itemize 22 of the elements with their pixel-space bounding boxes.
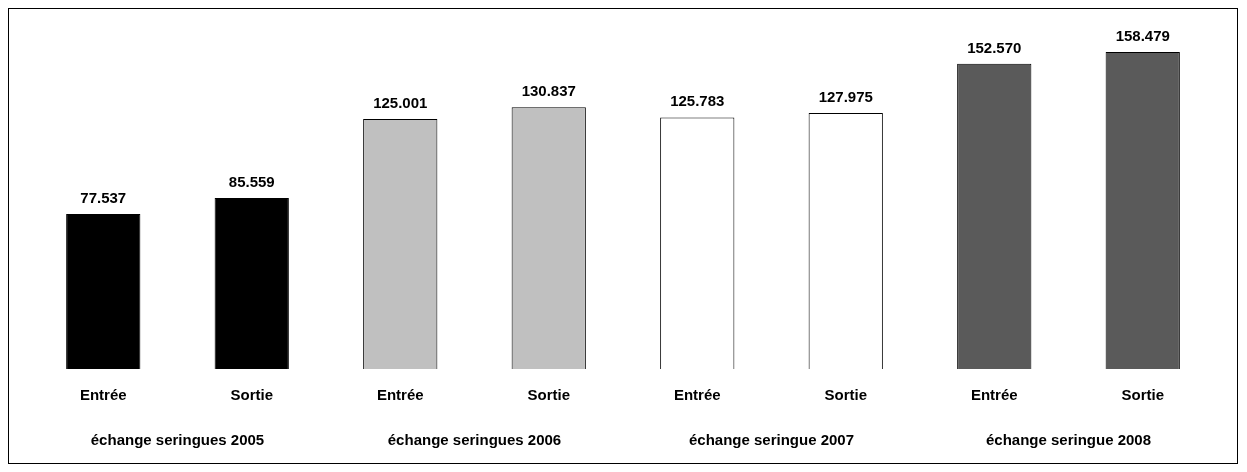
x-tick-label: Entrée: [673, 386, 721, 404]
x-tick-label: Entrée: [79, 386, 127, 404]
text: échange seringue 2007: [688, 431, 855, 449]
text: échange seringue 2008: [985, 431, 1152, 449]
data-label: 77.537: [80, 188, 127, 206]
data-label: 158.479: [1115, 26, 1170, 44]
x-tick-label: Sortie: [230, 386, 274, 404]
text: échange seringues 2005: [90, 431, 265, 449]
x-tick-label: Sortie: [824, 386, 868, 404]
data-label: 125.783: [670, 92, 725, 110]
data-label: 85.559: [228, 172, 275, 190]
data-label: 130.837: [521, 81, 576, 99]
bar: [66, 213, 141, 369]
x-tick-label: Sortie: [527, 386, 571, 404]
data-label: 127.975: [818, 87, 873, 105]
data-label: 125.001: [373, 93, 428, 111]
bar: [214, 197, 289, 369]
data-label: 152.570: [967, 38, 1022, 56]
x-tick-label: Sortie: [1121, 386, 1165, 404]
x-tick-label: Entrée: [376, 386, 424, 404]
text: échange seringues 2006: [387, 431, 562, 449]
x-tick-label: Entrée: [970, 386, 1018, 404]
